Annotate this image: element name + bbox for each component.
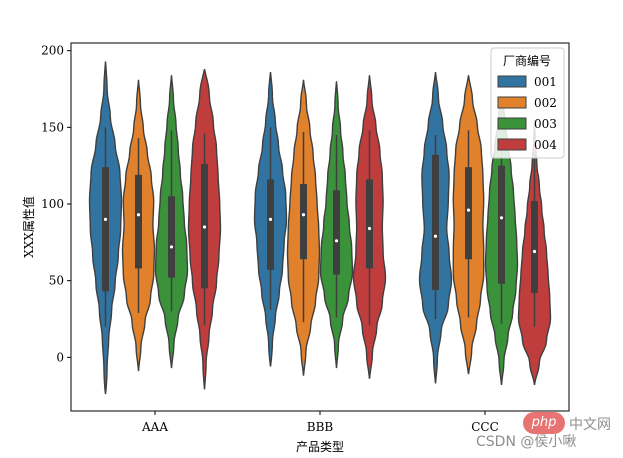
iqr-box-bbb-002 (300, 184, 307, 260)
y-axis: 0 50 100 150 200 (41, 44, 71, 364)
median-dot-aaa-004 (202, 225, 207, 229)
x-tick-label: BBB (307, 420, 334, 434)
median-dot-bbb-001 (268, 217, 273, 221)
legend-title: 厂商编号 (503, 53, 551, 68)
iqr-box-aaa-001 (102, 167, 109, 292)
legend-label-003: 003 (534, 117, 557, 131)
watermark-site: 中文网 (569, 417, 611, 433)
legend-label-002: 002 (534, 96, 557, 110)
legend: 厂商编号 001 002 003 004 (490, 47, 565, 159)
median-dot-bbb-002 (301, 213, 306, 217)
iqr-box-aaa-003 (168, 196, 175, 278)
median-dot-aaa-001 (103, 217, 108, 221)
legend-swatch-004 (497, 138, 527, 151)
watermark-credit: CSDN @侯小啾 (476, 434, 577, 450)
iqr-box-bbb-003 (333, 190, 340, 275)
x-axis-label: 产品类型 (296, 440, 344, 454)
legend-label-004: 004 (534, 138, 557, 152)
median-dot-ccc-002 (466, 208, 471, 212)
violin-layer (88, 61, 552, 395)
legend-label-001: 001 (534, 75, 557, 89)
iqr-box-aaa-002 (135, 174, 142, 269)
median-dot-ccc-001 (433, 234, 438, 238)
iqr-box-ccc-002 (465, 167, 472, 260)
iqr-box-bbb-001 (267, 179, 274, 270)
y-tick-label: 0 (56, 350, 64, 364)
y-axis-label: XXX属性值 (21, 196, 36, 258)
y-tick-label: 150 (41, 120, 64, 134)
median-dot-bbb-003 (334, 239, 339, 243)
median-dot-aaa-002 (136, 213, 141, 217)
median-dot-ccc-004 (532, 249, 537, 254)
legend-swatch-002 (497, 96, 527, 109)
iqr-box-ccc-003 (498, 165, 505, 284)
median-dot-ccc-003 (499, 216, 504, 220)
watermark-logo: php (523, 412, 565, 434)
iqr-box-bbb-004 (366, 179, 373, 269)
x-tick-label: AAA (141, 420, 168, 434)
legend-swatch-001 (497, 75, 527, 88)
median-dot-bbb-004 (367, 226, 372, 231)
x-axis: AAA BBB CCC (141, 411, 499, 434)
iqr-box-ccc-001 (432, 154, 439, 290)
y-tick-label: 100 (41, 197, 64, 211)
legend-swatch-003 (497, 117, 527, 130)
iqr-box-ccc-004 (531, 200, 538, 293)
x-tick-label: CCC (471, 420, 499, 434)
median-dot-aaa-003 (169, 245, 174, 249)
y-tick-label: 200 (41, 44, 64, 58)
y-tick-label: 50 (49, 274, 64, 288)
